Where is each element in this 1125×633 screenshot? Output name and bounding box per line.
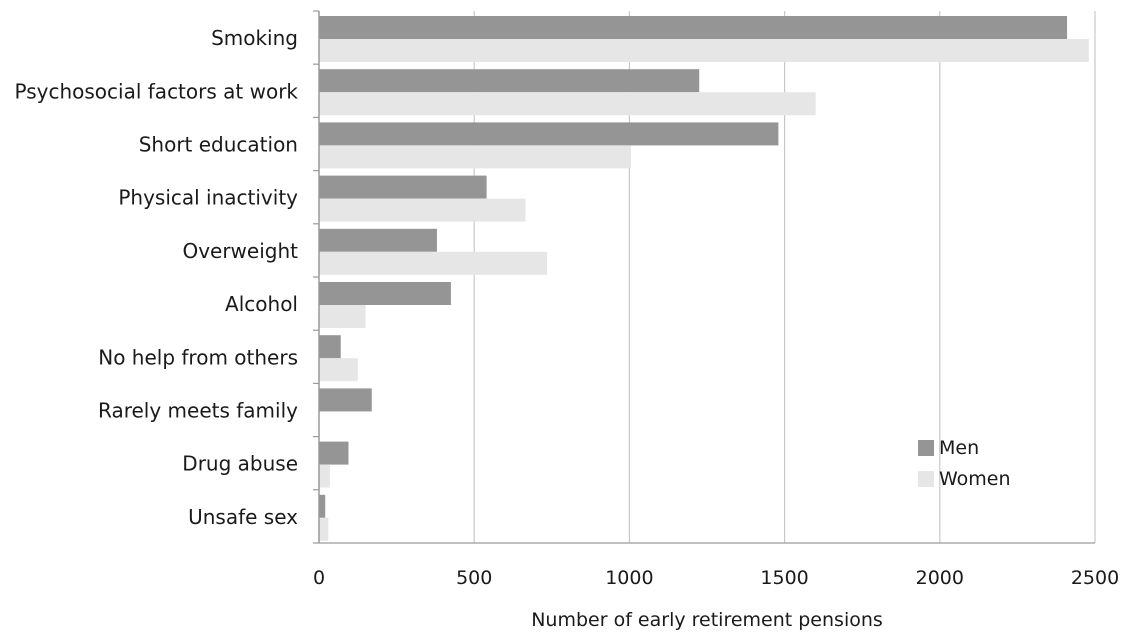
bar-men-4 [319, 228, 437, 252]
category-label-5: Alcohol [225, 292, 298, 316]
bar-women-6 [319, 358, 358, 382]
x-axis-title: Number of early retirement pensions [531, 609, 883, 631]
bars [319, 16, 1089, 541]
category-label-8: Drug abuse [182, 452, 298, 476]
bar-women-8 [319, 464, 330, 488]
bar-women-3 [319, 198, 526, 222]
category-label-2: Short education [139, 133, 298, 157]
bar-men-7 [319, 388, 372, 412]
bar-men-5 [319, 282, 451, 305]
bar-men-0 [319, 16, 1068, 39]
x-tick-labels: 0 500 1000 1500 2000 2500 [313, 567, 1119, 589]
bar-men-9 [319, 494, 326, 518]
legend-label-women: Women [939, 468, 1011, 490]
bar-women-5 [319, 305, 366, 328]
bar-women-2 [319, 145, 631, 169]
bar-men-6 [319, 335, 341, 359]
bar-men-3 [319, 175, 487, 199]
category-label-0: Smoking [211, 26, 298, 50]
x-tick-label-0: 0 [313, 567, 325, 589]
category-label-7: Rarely meets family [98, 399, 298, 423]
category-labels: Smoking Psychosocial factors at work Short… [15, 26, 299, 529]
bar-women-9 [319, 517, 329, 541]
bar-men-1 [319, 69, 700, 93]
x-tick-label-500: 500 [456, 567, 492, 589]
category-label-1: Psychosocial factors at work [15, 79, 299, 103]
axes [313, 10, 1095, 544]
bar-men-8 [319, 441, 349, 465]
x-tick-label-1000: 1000 [605, 567, 653, 589]
legend-swatch-men [918, 440, 934, 456]
category-label-3: Physical inactivity [118, 186, 298, 210]
category-label-6: No help from others [98, 345, 298, 369]
bar-men-2 [319, 122, 779, 146]
legend: Men Women [918, 437, 1011, 490]
category-label-9: Unsafe sex [188, 505, 298, 529]
bar-women-0 [319, 39, 1089, 62]
bar-women-1 [319, 92, 816, 116]
x-tick-label-1500: 1500 [760, 567, 808, 589]
legend-label-men: Men [939, 437, 979, 459]
bar-women-4 [319, 251, 548, 275]
x-tick-label-2500: 2500 [1071, 567, 1119, 589]
legend-swatch-women [918, 471, 934, 487]
category-label-4: Overweight [182, 239, 298, 263]
x-tick-label-2000: 2000 [916, 567, 964, 589]
